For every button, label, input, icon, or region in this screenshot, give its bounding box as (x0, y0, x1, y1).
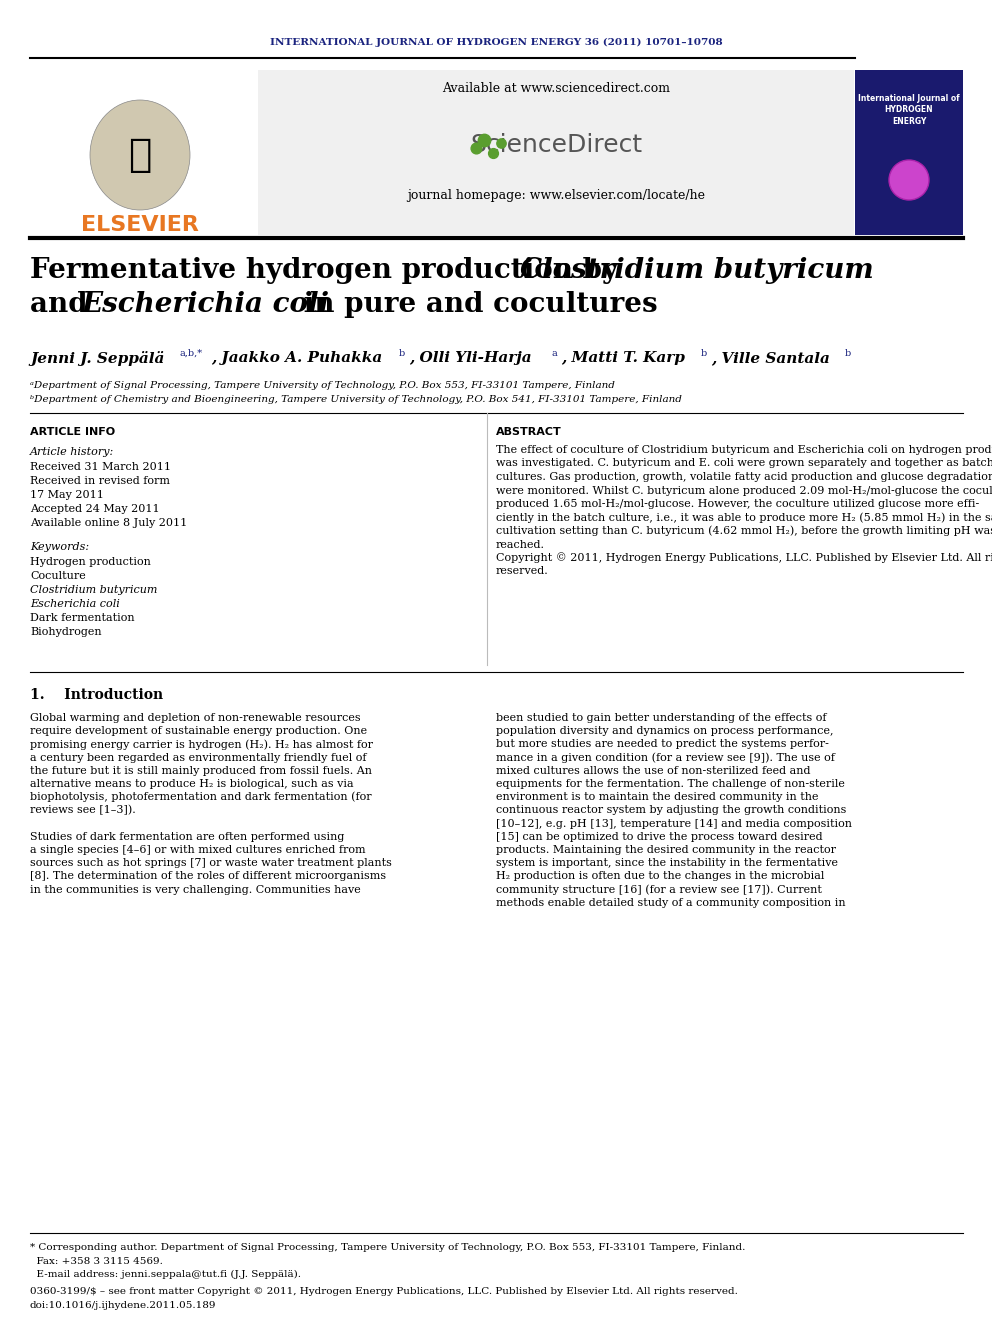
Text: 🌳: 🌳 (128, 136, 152, 175)
Text: , Matti T. Karp: , Matti T. Karp (561, 351, 684, 365)
Bar (30, 70, 250, 235)
Text: reached.: reached. (496, 540, 545, 549)
Text: Dark fermentation: Dark fermentation (30, 613, 135, 623)
Point (493, 132, 509, 153)
Text: ciently in the batch culture, i.e., it was able to produce more H₂ (5.85 mmol H₂: ciently in the batch culture, i.e., it w… (496, 512, 992, 523)
Text: Hydrogen production: Hydrogen production (30, 557, 151, 568)
Text: methods enable detailed study of a community composition in: methods enable detailed study of a commu… (496, 898, 845, 908)
Ellipse shape (90, 101, 190, 210)
Text: community structure [16] (for a review see [17]). Current: community structure [16] (for a review s… (496, 884, 822, 894)
Text: reviews see [1–3]).: reviews see [1–3]). (30, 806, 136, 815)
Bar (855, 70, 963, 235)
Text: been studied to gain better understanding of the effects of: been studied to gain better understandin… (496, 713, 826, 722)
Text: Biohydrogen: Biohydrogen (30, 627, 101, 636)
Text: Clostridium butyricum: Clostridium butyricum (30, 585, 158, 595)
Text: ᵇDepartment of Chemistry and Bioengineering, Tampere University of Technology, P: ᵇDepartment of Chemistry and Bioengineer… (30, 396, 682, 405)
Text: mixed cultures allows the use of non-sterilized feed and: mixed cultures allows the use of non-ste… (496, 766, 810, 775)
Text: and: and (30, 291, 97, 319)
Text: Clostridium butyricum: Clostridium butyricum (520, 257, 874, 283)
Text: a,b,*: a,b,* (179, 348, 202, 357)
Circle shape (889, 160, 929, 200)
Text: produced 1.65 mol-H₂/mol-glucose. However, the coculture utilized glucose more e: produced 1.65 mol-H₂/mol-glucose. Howeve… (496, 499, 979, 509)
Text: ᵃDepartment of Signal Processing, Tampere University of Technology, P.O. Box 553: ᵃDepartment of Signal Processing, Tamper… (30, 381, 615, 389)
Text: ELSEVIER: ELSEVIER (81, 216, 199, 235)
Text: journal homepage: www.elsevier.com/locate/he: journal homepage: www.elsevier.com/locat… (407, 188, 705, 201)
Text: Available online 8 July 2011: Available online 8 July 2011 (30, 519, 187, 528)
Text: International Journal of
HYDROGEN
ENERGY: International Journal of HYDROGEN ENERGY (858, 94, 960, 126)
Text: equipments for the fermentation. The challenge of non-sterile: equipments for the fermentation. The cha… (496, 779, 845, 789)
Text: Keywords:: Keywords: (30, 542, 89, 552)
Text: in pure and cocultures: in pure and cocultures (294, 291, 658, 319)
Text: Escherichia coli: Escherichia coli (82, 291, 330, 319)
Text: b: b (845, 348, 851, 357)
Text: [15] can be optimized to drive the process toward desired: [15] can be optimized to drive the proce… (496, 832, 822, 841)
Text: in the communities is very challenging. Communities have: in the communities is very challenging. … (30, 885, 361, 894)
Text: require development of sustainable energy production. One: require development of sustainable energ… (30, 726, 367, 736)
Bar (258, 70, 854, 235)
Text: but more studies are needed to predict the systems perfor-: but more studies are needed to predict t… (496, 740, 829, 749)
Text: Jenni J. Seppälä: Jenni J. Seppälä (30, 351, 165, 365)
Text: E-mail address: jenni.seppala@tut.fi (J.J. Seppälä).: E-mail address: jenni.seppala@tut.fi (J.… (30, 1270, 301, 1278)
Point (476, 130, 492, 151)
Text: Escherichia coli: Escherichia coli (30, 599, 120, 609)
Text: Fermentative hydrogen production by: Fermentative hydrogen production by (30, 257, 628, 283)
Text: Received in revised form: Received in revised form (30, 476, 170, 486)
Text: Copyright © 2011, Hydrogen Energy Publications, LLC. Published by Elsevier Ltd. : Copyright © 2011, Hydrogen Energy Public… (496, 553, 992, 564)
Text: [10–12], e.g. pH [13], temperature [14] and media composition: [10–12], e.g. pH [13], temperature [14] … (496, 819, 852, 828)
Text: continuous reactor system by adjusting the growth conditions: continuous reactor system by adjusting t… (496, 806, 846, 815)
Text: ARTICLE INFO: ARTICLE INFO (30, 427, 115, 437)
Text: promising energy carrier is hydrogen (H₂). H₂ has almost for: promising energy carrier is hydrogen (H₂… (30, 740, 373, 750)
Text: b: b (399, 348, 406, 357)
Text: environment is to maintain the desired community in the: environment is to maintain the desired c… (496, 792, 818, 802)
Text: , Olli Yli-Harja: , Olli Yli-Harja (409, 351, 532, 365)
Text: , Ville Santala: , Ville Santala (711, 351, 830, 365)
Text: The effect of coculture of Clostridium butyricum and Escherichia coli on hydroge: The effect of coculture of Clostridium b… (496, 445, 992, 455)
Text: ScienceDirect: ScienceDirect (470, 134, 642, 157)
Point (485, 143, 501, 164)
Text: were monitored. Whilst C. butyricum alone produced 2.09 mol-H₂/mol-glucose the c: were monitored. Whilst C. butyricum alon… (496, 486, 992, 496)
Text: reserved.: reserved. (496, 566, 549, 577)
Text: Studies of dark fermentation are often performed using: Studies of dark fermentation are often p… (30, 832, 344, 841)
Text: mance in a given condition (for a review see [9]). The use of: mance in a given condition (for a review… (496, 753, 835, 763)
Text: Coculture: Coculture (30, 572, 85, 581)
Text: the future but it is still mainly produced from fossil fuels. An: the future but it is still mainly produc… (30, 766, 372, 775)
Text: doi:10.1016/j.ijhydene.2011.05.189: doi:10.1016/j.ijhydene.2011.05.189 (30, 1301, 216, 1310)
Text: population diversity and dynamics on process performance,: population diversity and dynamics on pro… (496, 726, 833, 736)
Text: , Jaakko A. Puhakka: , Jaakko A. Puhakka (211, 351, 382, 365)
Point (468, 138, 484, 159)
Text: cultures. Gas production, growth, volatile fatty acid production and glucose deg: cultures. Gas production, growth, volati… (496, 472, 992, 482)
Text: H₂ production is often due to the changes in the microbial: H₂ production is often due to the change… (496, 872, 824, 881)
Text: products. Maintaining the desired community in the reactor: products. Maintaining the desired commun… (496, 845, 836, 855)
Text: Received 31 March 2011: Received 31 March 2011 (30, 462, 171, 472)
Text: [8]. The determination of the roles of different microorganisms: [8]. The determination of the roles of d… (30, 872, 386, 881)
Text: 0360-3199/$ – see front matter Copyright © 2011, Hydrogen Energy Publications, L: 0360-3199/$ – see front matter Copyright… (30, 1287, 738, 1297)
Text: sources such as hot springs [7] or waste water treatment plants: sources such as hot springs [7] or waste… (30, 859, 392, 868)
Text: Available at www.sciencedirect.com: Available at www.sciencedirect.com (442, 82, 670, 94)
Text: * Corresponding author. Department of Signal Processing, Tampere University of T: * Corresponding author. Department of Si… (30, 1244, 745, 1253)
Text: cultivation setting than C. butyricum (4.62 mmol H₂), before the growth limiting: cultivation setting than C. butyricum (4… (496, 525, 992, 536)
Text: a: a (551, 348, 557, 357)
Text: a century been regarded as environmentally friendly fuel of: a century been regarded as environmental… (30, 753, 366, 762)
Text: Global warming and depletion of non-renewable resources: Global warming and depletion of non-rene… (30, 713, 361, 722)
Text: a single species [4–6] or with mixed cultures enriched from: a single species [4–6] or with mixed cul… (30, 845, 366, 855)
Text: system is important, since the instability in the fermentative: system is important, since the instabili… (496, 859, 838, 868)
Text: 17 May 2011: 17 May 2011 (30, 490, 104, 500)
Text: INTERNATIONAL JOURNAL OF HYDROGEN ENERGY 36 (2011) 10701–10708: INTERNATIONAL JOURNAL OF HYDROGEN ENERGY… (270, 37, 722, 46)
Text: 1.    Introduction: 1. Introduction (30, 688, 163, 703)
Text: b: b (701, 348, 707, 357)
Text: was investigated. C. butyricum and E. coli were grown separately and together as: was investigated. C. butyricum and E. co… (496, 459, 992, 468)
Text: Article history:: Article history: (30, 447, 114, 456)
Text: Accepted 24 May 2011: Accepted 24 May 2011 (30, 504, 160, 515)
Text: biophotolysis, photofermentation and dark fermentation (for: biophotolysis, photofermentation and dar… (30, 792, 372, 803)
Text: Fax: +358 3 3115 4569.: Fax: +358 3 3115 4569. (30, 1257, 163, 1266)
Text: ABSTRACT: ABSTRACT (496, 427, 561, 437)
Text: alternative means to produce H₂ is biological, such as via: alternative means to produce H₂ is biolo… (30, 779, 353, 789)
